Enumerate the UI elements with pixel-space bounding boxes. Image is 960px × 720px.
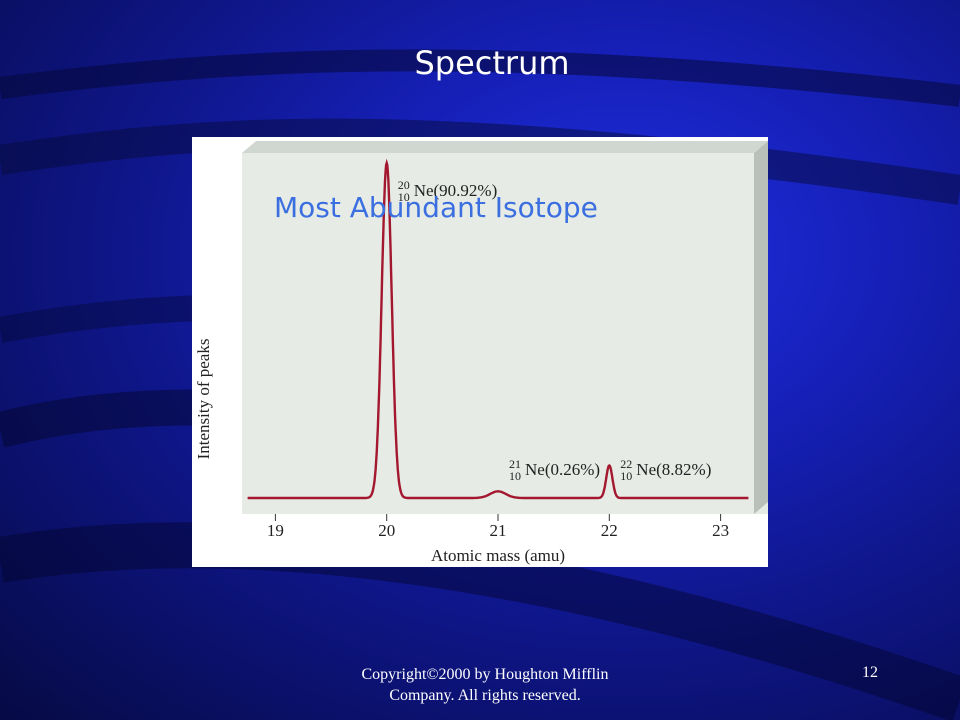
peak-mass-number: 21 bbox=[509, 457, 521, 471]
slide-title: Spectrum bbox=[414, 44, 570, 82]
peak-abundance-label: Ne(0.26%) bbox=[525, 460, 600, 479]
plot-top-side bbox=[242, 141, 768, 153]
peak-mass-number: 20 bbox=[398, 178, 410, 192]
spectrum-figure: Intensity of peaks Atomic mass (amu) 19 2… bbox=[192, 137, 768, 567]
plot-panel bbox=[242, 153, 754, 514]
x-tick-label: 20 bbox=[378, 521, 395, 540]
peak-abundance-label: Ne(90.92%) bbox=[414, 181, 498, 200]
spectrum-trace bbox=[247, 158, 749, 500]
mass-spectrum-chart: Intensity of peaks Atomic mass (amu) 19 2… bbox=[194, 141, 768, 565]
page-number: 12 bbox=[862, 664, 878, 681]
x-tick-label: 21 bbox=[490, 521, 507, 540]
peak-atomic-number: 10 bbox=[398, 190, 410, 204]
peak-mass-number: 22 bbox=[620, 457, 632, 471]
plot-right-side bbox=[754, 141, 768, 514]
peak-atomic-number: 10 bbox=[509, 469, 521, 483]
peak-abundance-label: Ne(8.82%) bbox=[636, 460, 711, 479]
most-abundant-isotope-annotation: Most Abundant Isotope bbox=[274, 191, 598, 224]
x-tick-label: 19 bbox=[267, 521, 284, 540]
y-axis-label: Intensity of peaks bbox=[194, 339, 213, 460]
copyright-footer: Copyright©2000 by Houghton Mifflin Compa… bbox=[361, 666, 609, 704]
x-tick-label: 23 bbox=[712, 521, 729, 540]
x-axis-label: Atomic mass (amu) bbox=[431, 546, 565, 565]
x-tick-label: 22 bbox=[601, 521, 618, 540]
peak-atomic-number: 10 bbox=[620, 469, 632, 483]
